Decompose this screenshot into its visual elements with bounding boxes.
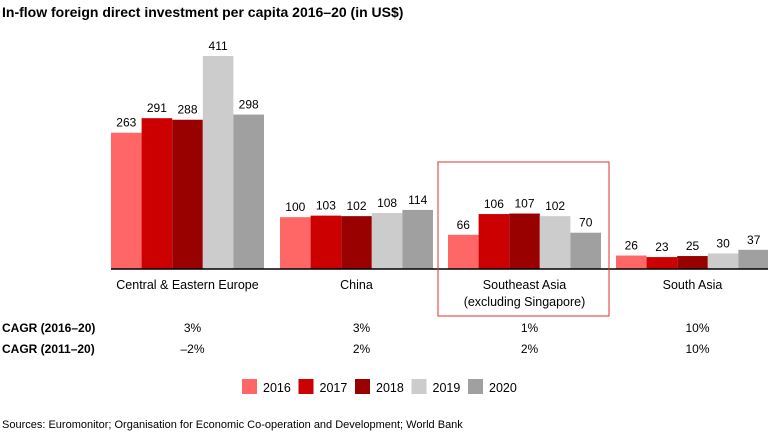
bar-2016	[448, 234, 479, 269]
data-label: 114	[408, 193, 427, 207]
legend: 2016 2017 2018 2019 2020	[242, 379, 517, 395]
data-label: 107	[514, 197, 534, 211]
bar-2020	[738, 249, 768, 269]
data-label: 263	[116, 116, 136, 130]
data-label: 106	[484, 197, 504, 211]
cagr-row-label: CAGR (2011–20)	[2, 342, 95, 356]
cagr-value: 2%	[353, 342, 371, 356]
bar-2017	[478, 214, 510, 269]
legend-swatch	[411, 379, 427, 394]
source-note: Sources: Euromonitor; Organisation for E…	[2, 419, 463, 431]
data-label: 25	[686, 239, 700, 253]
bar-2020	[402, 209, 433, 269]
bar-2018	[341, 216, 372, 269]
cagr-value: –2%	[180, 342, 204, 356]
legend-swatch	[242, 379, 257, 394]
bar-2019	[371, 213, 403, 269]
data-label: 26	[625, 239, 639, 253]
data-label: 23	[655, 240, 669, 254]
bar-2017	[310, 215, 342, 269]
bar-2019	[539, 216, 571, 269]
legend-label: 2019	[433, 381, 461, 395]
bar-2020	[233, 114, 264, 269]
data-label: 103	[316, 199, 336, 213]
legend-swatch	[298, 379, 314, 394]
bar-2018	[172, 119, 203, 269]
data-label: 102	[346, 199, 366, 213]
data-label: 108	[377, 196, 397, 210]
bar-2020	[570, 232, 601, 269]
cagr-value: 10%	[685, 342, 709, 356]
category-label: (excluding Singapore)	[464, 295, 586, 309]
data-label: 288	[177, 103, 197, 117]
cagr-value: 2%	[521, 342, 539, 356]
legend-label: 2018	[376, 381, 404, 395]
legend-label: 2020	[489, 381, 517, 395]
legend-swatch	[355, 379, 370, 394]
data-label: 411	[209, 39, 228, 53]
legend-label: 2017	[320, 381, 348, 395]
data-label: 70	[579, 216, 593, 230]
cagr-value: 3%	[184, 321, 202, 335]
cagr-value: 3%	[353, 321, 371, 335]
bar-2016	[616, 255, 647, 269]
bars-layer: 263 100 66 26 291 103 106 23 288 102 107 25 411 108 10…	[111, 39, 768, 269]
chart-title: In-flow foreign direct investment per ca…	[2, 4, 403, 20]
cagr-value: 1%	[521, 321, 539, 335]
bar-2017	[646, 257, 678, 269]
data-label: 298	[239, 98, 259, 112]
highlight-box	[437, 161, 610, 317]
bar-2016	[111, 132, 142, 269]
data-label: 66	[457, 218, 471, 232]
legend-label: 2016	[263, 381, 291, 395]
category-labels: Central & Eastern Europe China Southeast A…	[116, 278, 722, 309]
data-label: 100	[285, 200, 305, 214]
bar-2019	[707, 253, 739, 269]
bar-2018	[677, 256, 708, 269]
legend-swatch	[468, 379, 483, 394]
cagr-row-label: CAGR (2016–20)	[2, 321, 95, 335]
data-label: 291	[147, 101, 167, 115]
data-label: 30	[716, 236, 730, 250]
bar-2018	[509, 213, 540, 269]
category-label: Southeast Asia	[483, 278, 566, 292]
data-label: 102	[545, 199, 565, 213]
cagr-table: CAGR (2016–20) 3% 3% 1% 10% CAGR (2011–20) –2%…	[2, 321, 710, 356]
bar-2019	[202, 56, 234, 269]
bar-2017	[141, 118, 173, 269]
bar-2016	[280, 217, 311, 269]
category-label: China	[340, 278, 373, 292]
category-label: South Asia	[663, 278, 723, 292]
category-label: Central & Eastern Europe	[116, 278, 258, 292]
data-label: 37	[747, 233, 761, 247]
cagr-value: 10%	[685, 321, 709, 335]
